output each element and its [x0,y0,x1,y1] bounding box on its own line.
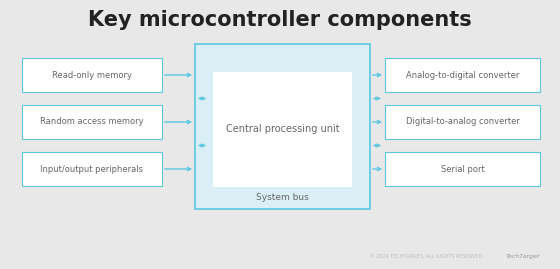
FancyBboxPatch shape [213,72,352,187]
FancyBboxPatch shape [385,152,540,186]
Text: Random access memory: Random access memory [40,118,144,126]
FancyBboxPatch shape [22,152,162,186]
Text: Read-only memory: Read-only memory [52,70,132,80]
FancyBboxPatch shape [195,44,370,209]
FancyBboxPatch shape [22,58,162,92]
Text: Key microcontroller components: Key microcontroller components [88,10,472,30]
Text: System bus: System bus [256,193,309,201]
Text: Digital-to-analog converter: Digital-to-analog converter [405,118,520,126]
FancyBboxPatch shape [385,105,540,139]
FancyBboxPatch shape [22,105,162,139]
Text: Input/output peripherals: Input/output peripherals [40,165,143,174]
Text: TechTarget: TechTarget [506,254,540,259]
Text: Analog-to-digital converter: Analog-to-digital converter [406,70,519,80]
Text: Serial port: Serial port [441,165,484,174]
FancyBboxPatch shape [385,58,540,92]
Text: © 2024 TECHTARGET, ALL RIGHTS RESERVED.: © 2024 TECHTARGET, ALL RIGHTS RESERVED. [370,254,484,259]
Text: Central processing unit: Central processing unit [226,125,339,134]
